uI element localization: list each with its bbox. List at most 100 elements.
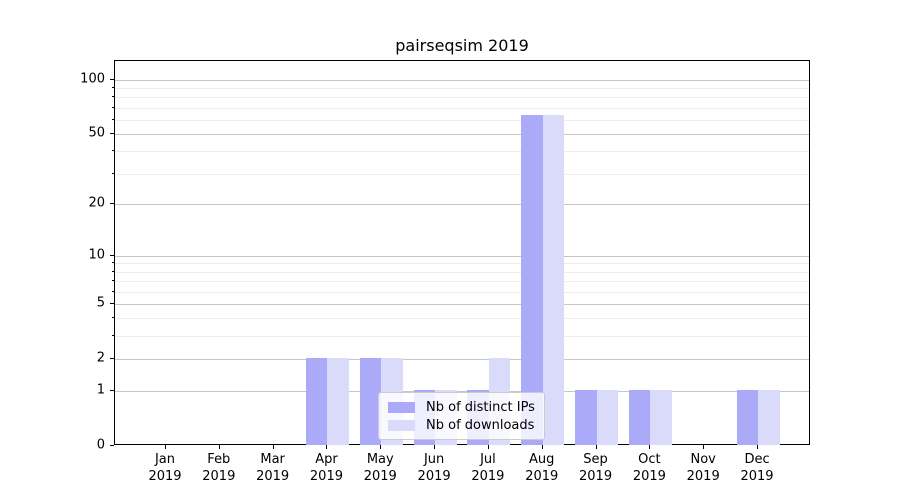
major-gridline xyxy=(115,204,809,206)
x-tick-month: Jun xyxy=(423,452,445,467)
x-tick-month: Nov xyxy=(690,452,716,467)
plot-area xyxy=(114,60,810,445)
x-tick-mark xyxy=(757,445,759,449)
y-minor-tick-mark xyxy=(112,262,114,264)
y-tick-label: 20 xyxy=(88,195,105,211)
x-tick-month: Dec xyxy=(744,452,770,467)
x-tick-label-feb: Feb 2019 xyxy=(189,451,249,485)
minor-gridline xyxy=(115,336,809,337)
legend-item: Nb of distinct IPs xyxy=(388,398,535,416)
y-minor-tick-mark xyxy=(112,150,114,152)
y-tick-label: 10 xyxy=(88,247,105,263)
y-tick-label: 50 xyxy=(88,125,105,141)
minor-gridline xyxy=(115,151,809,153)
bar-oct-distinct-ips xyxy=(628,390,651,445)
legend-swatch xyxy=(388,401,415,413)
major-gridline xyxy=(115,391,809,392)
chart-title: pairseqsim 2019 xyxy=(395,36,529,55)
y-tick-label: 0 xyxy=(96,437,105,453)
y-minor-tick-mark xyxy=(112,106,114,108)
bar-apr-distinct-ips xyxy=(305,357,328,445)
bar-oct-downloads xyxy=(650,390,672,445)
y-minor-tick-mark xyxy=(112,290,114,292)
y-tick-label: 2 xyxy=(96,350,105,366)
y-tick-mark xyxy=(110,390,114,391)
major-gridline xyxy=(115,358,809,360)
minor-gridline xyxy=(115,97,809,99)
x-tick-label-sep: Sep 2019 xyxy=(566,451,626,485)
x-tick-month: Jan xyxy=(154,452,176,467)
x-tick-year: 2019 xyxy=(202,469,236,484)
x-tick-mark xyxy=(380,445,382,449)
x-tick-year: 2019 xyxy=(632,469,666,484)
minor-gridline xyxy=(115,173,809,175)
x-tick-mark xyxy=(541,445,543,449)
legend: Nb of distinct IPs Nb of downloads xyxy=(378,392,545,440)
bar-sep-distinct-ips xyxy=(575,390,597,445)
x-tick-month: May xyxy=(366,452,394,467)
minor-gridline xyxy=(115,281,809,282)
minor-gridline xyxy=(115,119,809,121)
x-tick-month: Aug xyxy=(529,452,555,467)
y-minor-tick-mark xyxy=(112,335,114,336)
minor-gridline xyxy=(115,107,809,109)
x-tick-label-jul: Jul 2019 xyxy=(458,451,518,485)
major-gridline xyxy=(115,255,809,257)
y-tick-mark xyxy=(110,78,114,80)
x-tick-month: Oct xyxy=(638,452,661,467)
x-tick-month: Mar xyxy=(260,452,285,467)
x-tick-label-aug: Aug 2019 xyxy=(512,451,572,485)
x-tick-year: 2019 xyxy=(740,469,774,484)
bar-aug-downloads xyxy=(542,115,565,445)
minor-gridline xyxy=(115,291,809,293)
x-tick-mark xyxy=(703,445,705,449)
legend-swatch xyxy=(388,419,415,431)
legend-label: Nb of downloads xyxy=(426,417,535,433)
y-tick-label: 5 xyxy=(96,295,105,311)
x-tick-mark xyxy=(434,445,436,449)
x-tick-year: 2019 xyxy=(471,469,505,484)
x-tick-mark xyxy=(649,445,651,449)
x-tick-label-mar: Mar 2019 xyxy=(243,451,303,485)
x-tick-year: 2019 xyxy=(256,469,290,484)
bar-apr-downloads xyxy=(327,357,349,445)
x-tick-label-jan: Jan 2019 xyxy=(135,451,195,485)
x-tick-label-dec: Dec 2019 xyxy=(727,451,787,485)
y-minor-tick-mark xyxy=(112,270,114,272)
x-tick-year: 2019 xyxy=(525,469,559,484)
y-tick-mark xyxy=(110,203,114,205)
major-gridline xyxy=(115,303,809,305)
x-tick-label-apr: Apr 2019 xyxy=(296,451,356,485)
minor-gridline xyxy=(115,88,809,90)
y-tick-mark xyxy=(110,254,114,256)
y-minor-tick-mark xyxy=(112,317,114,319)
x-tick-label-nov: Nov 2019 xyxy=(673,451,733,485)
y-tick-mark xyxy=(110,357,114,359)
minor-gridline xyxy=(115,263,809,265)
x-tick-mark xyxy=(165,445,166,449)
x-tick-label-oct: Oct 2019 xyxy=(619,451,679,485)
major-gridline xyxy=(115,134,809,136)
minor-gridline xyxy=(115,271,809,273)
y-minor-tick-mark xyxy=(112,280,114,281)
x-tick-year: 2019 xyxy=(363,469,397,484)
x-tick-mark xyxy=(595,445,597,449)
x-tick-month: Jul xyxy=(480,452,496,467)
bar-sep-downloads xyxy=(596,390,619,445)
legend-label: Nb of distinct IPs xyxy=(426,399,535,415)
x-tick-year: 2019 xyxy=(309,469,343,484)
y-minor-tick-mark xyxy=(112,172,114,174)
bar-aug-distinct-ips xyxy=(521,115,543,445)
x-tick-mark xyxy=(272,445,274,449)
x-tick-month: Apr xyxy=(315,452,338,467)
y-tick-label: 100 xyxy=(80,71,105,87)
y-tick-mark xyxy=(110,133,114,135)
y-tick-mark xyxy=(110,445,114,446)
y-tick-label: 1 xyxy=(96,382,105,398)
bar-dec-downloads xyxy=(758,390,780,445)
legend-item: Nb of downloads xyxy=(388,416,535,434)
major-gridline xyxy=(115,79,809,81)
x-tick-mark xyxy=(218,445,220,449)
y-minor-tick-mark xyxy=(112,118,114,120)
